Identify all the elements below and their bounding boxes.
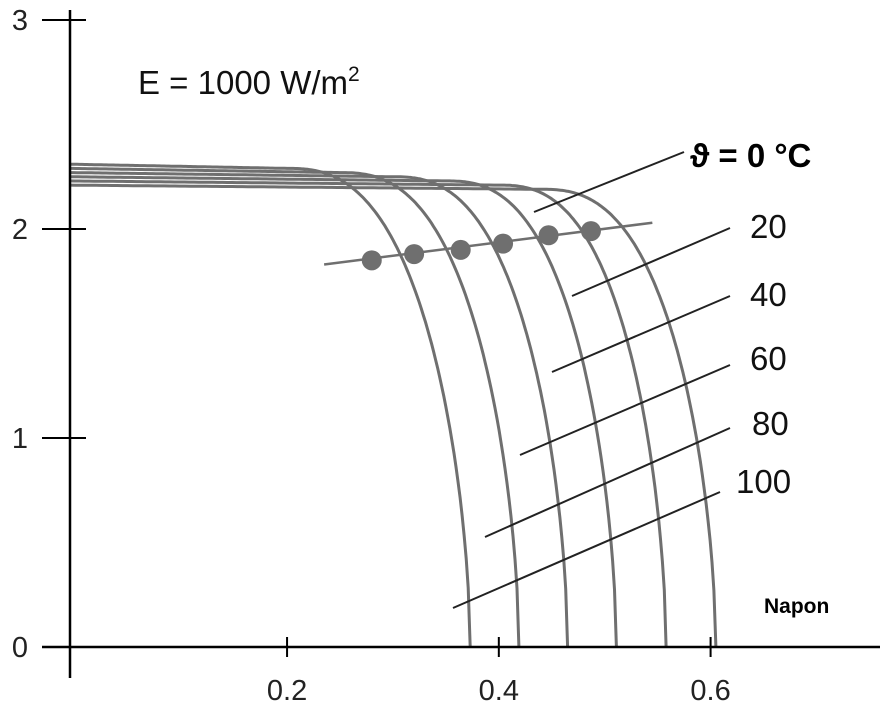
curves-layer [69, 162, 718, 648]
irradiance-annotation: E = 1000 W/m2 [138, 63, 360, 101]
y-tick-label: 0 [12, 632, 28, 664]
x-tick-label: 0.6 [690, 675, 730, 707]
leader-line-100 [452, 491, 721, 609]
y-tick-label: 1 [12, 423, 28, 455]
x-tick-label: 0.4 [479, 675, 519, 707]
iv-curve-20 [69, 179, 668, 648]
iv-curve-80 [70, 166, 521, 648]
legend-label-40: 40 [750, 276, 787, 313]
mpp-point-20 [538, 225, 559, 246]
leader-line-0 [533, 151, 685, 213]
legend-label-100: 100 [736, 463, 791, 500]
iv-curve-40 [70, 175, 618, 648]
x-axis-label: Napon [764, 595, 829, 618]
iv-curve-100 [69, 162, 472, 648]
y-tick-label: 2 [12, 214, 28, 246]
legend-label-80: 80 [752, 405, 789, 442]
legend-label-60: 60 [750, 340, 787, 377]
mpp-layer [323, 221, 653, 271]
legend-label-20: 20 [750, 208, 787, 245]
legend-labels: 20 40 60 80 100 [736, 208, 791, 500]
leaders-layer [452, 151, 731, 609]
leader-line-20 [571, 227, 731, 297]
mpp-point-40 [493, 233, 514, 254]
leader-line-40 [551, 295, 731, 373]
legend-title: ϑ = 0 °C [690, 137, 811, 174]
mpp-point-80 [404, 244, 425, 265]
iv-curve-0 [69, 183, 718, 648]
mpp-point-60 [450, 239, 471, 260]
iv-curve-60 [70, 171, 570, 648]
ticks-layer: 0.2 0.4 0.6 0 1 2 3 [12, 5, 731, 707]
mpp-point-0 [580, 221, 601, 242]
x-tick-label: 0.2 [267, 675, 307, 707]
leader-line-80 [484, 427, 731, 538]
leader-line-60 [519, 364, 731, 456]
y-tick-label: 3 [12, 5, 28, 37]
mpp-point-100 [361, 250, 382, 271]
